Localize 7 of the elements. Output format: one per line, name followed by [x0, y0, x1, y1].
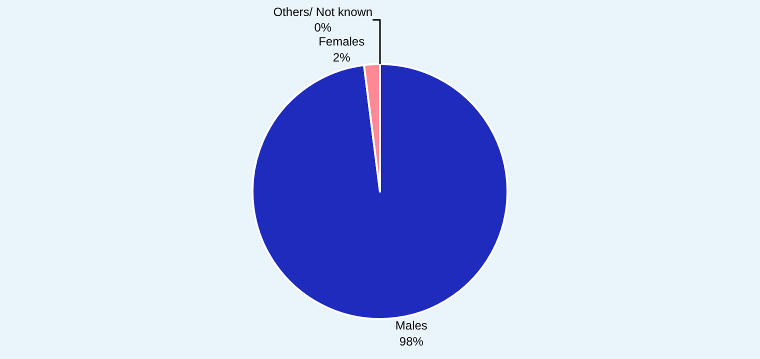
- data-label: 98%: [399, 334, 424, 348]
- data-label: 2%: [332, 50, 351, 64]
- slice-label: Females: [318, 34, 365, 49]
- category-label: Others/ Not known: [273, 5, 373, 20]
- text: 0%: [314, 20, 332, 35]
- pie-slice: [252, 63, 508, 320]
- slice-label: Males: [395, 318, 428, 333]
